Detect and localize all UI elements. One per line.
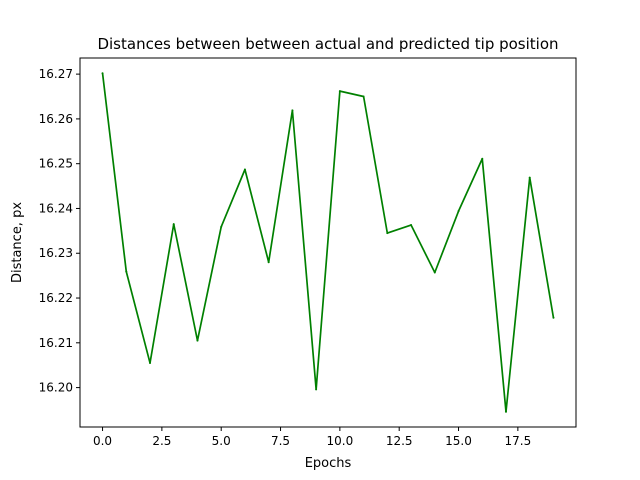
data-point xyxy=(149,361,152,364)
y-tick-label: 16.22 xyxy=(39,291,73,305)
x-tick-label: 0.0 xyxy=(93,434,112,448)
y-axis-ticks: 16.20 16.21 16.22 16.23 16.24 16.25 16.26 16.27 xyxy=(39,67,80,395)
y-tick-label: 16.26 xyxy=(39,112,73,126)
x-axis-ticks: 0.0 2.5 5.0 7.5 10.0 12.5 15.0 17.5 xyxy=(93,427,531,448)
data-point xyxy=(267,261,270,264)
data-point xyxy=(291,109,294,112)
data-point xyxy=(101,72,104,75)
data-point xyxy=(315,388,318,391)
data-point xyxy=(125,270,128,273)
data-point xyxy=(433,271,436,274)
x-tick-label: 2.5 xyxy=(152,434,171,448)
y-tick-label: 16.25 xyxy=(39,157,73,171)
chart-title: Distances between between actual and pre… xyxy=(97,35,558,53)
x-tick-label: 10.0 xyxy=(327,434,354,448)
data-point xyxy=(243,168,246,171)
data-point xyxy=(457,210,460,213)
data-point xyxy=(386,232,389,235)
data-point xyxy=(196,339,199,342)
series-points xyxy=(101,72,555,413)
x-tick-label: 12.5 xyxy=(386,434,413,448)
x-axis-label: Epochs xyxy=(305,456,352,471)
data-point xyxy=(410,224,413,227)
y-tick-label: 16.20 xyxy=(39,381,73,395)
data-point xyxy=(338,90,341,93)
data-point xyxy=(552,316,555,319)
x-tick-label: 7.5 xyxy=(271,434,290,448)
axes-frame xyxy=(79,57,577,428)
y-tick-label: 16.27 xyxy=(39,67,73,81)
y-tick-label: 16.21 xyxy=(39,336,73,350)
plot-area: 0.0 2.5 5.0 7.5 10.0 12.5 15.0 17.5 16.2016.211… xyxy=(39,57,577,448)
data-point xyxy=(362,95,365,98)
data-point xyxy=(504,410,507,413)
y-tick-label: 16.24 xyxy=(39,201,73,215)
data-point xyxy=(481,157,484,160)
x-tick-label: 5.0 xyxy=(212,434,231,448)
data-point xyxy=(528,176,531,179)
data-point xyxy=(220,225,223,228)
series-line xyxy=(101,73,555,413)
x-tick-label: 15.0 xyxy=(445,434,472,448)
data-point xyxy=(172,223,175,226)
x-tick-label: 17.5 xyxy=(504,434,531,448)
y-tick-label: 16.23 xyxy=(39,246,73,260)
y-axis-label: Distance, px xyxy=(10,202,25,283)
